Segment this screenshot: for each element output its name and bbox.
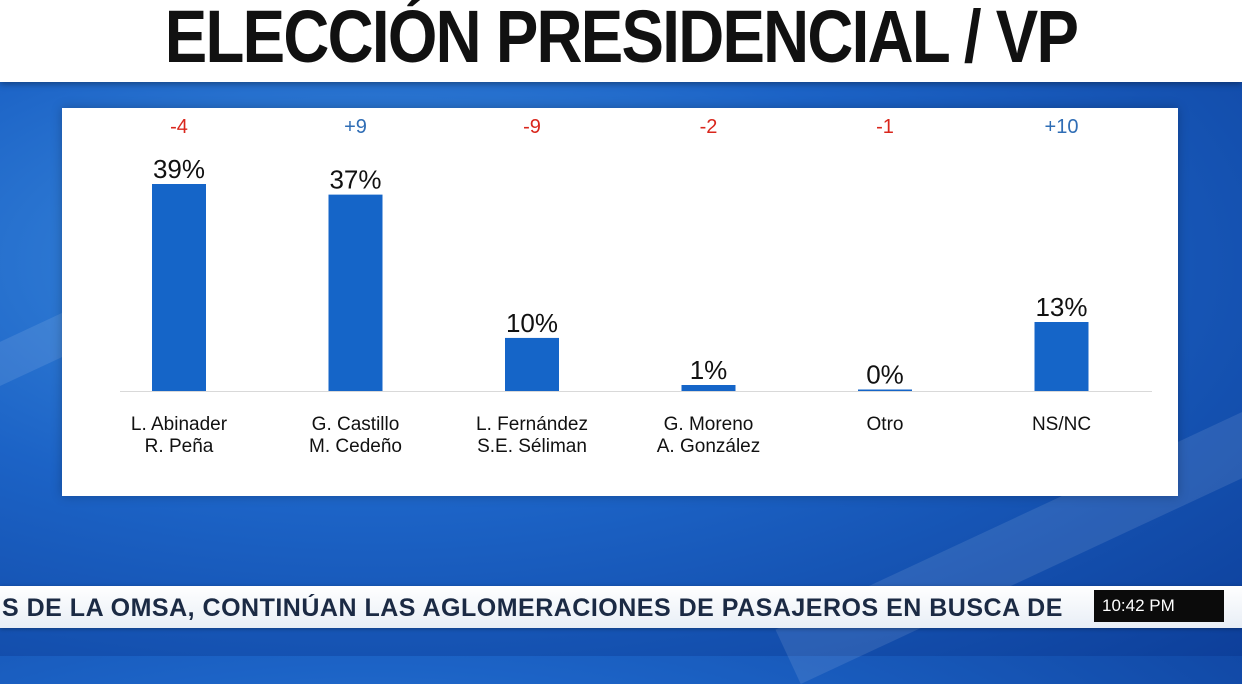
value-label: 10%	[506, 308, 558, 338]
bar	[1034, 322, 1089, 391]
title-bar: ELECCIÓN PRESIDENCIAL / VP	[0, 0, 1242, 82]
page-title: ELECCIÓN PRESIDENCIAL / VP	[164, 0, 1079, 78]
category-label: S.E. Séliman	[477, 436, 587, 457]
category-label: A. González	[657, 436, 761, 457]
value-label: 0%	[866, 360, 904, 390]
ticker-text: S DE LA OMSA, CONTINÚAN LAS AGLOMERACION…	[2, 594, 1063, 622]
bar	[505, 337, 559, 391]
chart-panel: 39% -4 L. Abinader R. Peña 37% +9 G. Castillo M…	[62, 108, 1178, 496]
category-label: R. Peña	[145, 436, 214, 457]
category-label: G. Moreno	[664, 414, 754, 435]
value-label: 1%	[690, 355, 728, 385]
category-label: G. Castillo	[312, 414, 400, 435]
value-label: 37%	[329, 165, 381, 195]
change-label: +10	[1045, 116, 1079, 138]
category-label: M. Cedeño	[309, 436, 402, 457]
clock: 10:42 PM	[1094, 590, 1224, 622]
bar	[328, 194, 383, 391]
category-label: L. Fernández	[476, 414, 588, 435]
change-label: -2	[700, 116, 718, 138]
change-label: -4	[170, 116, 188, 138]
bar	[681, 385, 736, 391]
change-label: -9	[523, 116, 541, 138]
category-label: NS/NC	[1032, 414, 1091, 435]
news-ticker: S DE LA OMSA, CONTINÚAN LAS AGLOMERACION…	[0, 586, 1242, 628]
bar	[152, 184, 206, 391]
bar	[858, 389, 912, 391]
change-label: -1	[876, 116, 894, 138]
change-label: +9	[344, 116, 367, 138]
value-label: 39%	[153, 154, 205, 184]
category-label: L. Abinader	[131, 414, 228, 435]
value-label: 13%	[1035, 292, 1087, 322]
category-label: Otro	[867, 414, 904, 435]
